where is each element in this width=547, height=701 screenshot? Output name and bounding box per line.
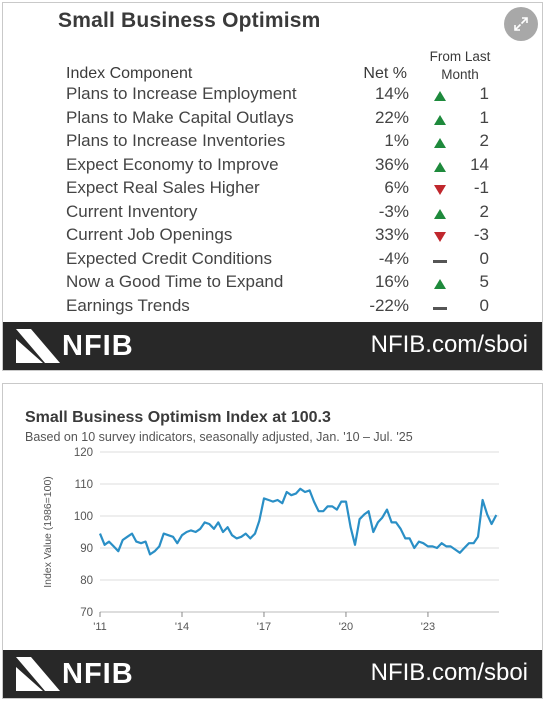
component-name: Expect Economy to Improve bbox=[66, 154, 279, 174]
panel-title: Small Business Optimism bbox=[58, 9, 321, 32]
month-change: 0 bbox=[479, 248, 489, 268]
component-name: Plans to Make Capital Outlays bbox=[66, 107, 294, 127]
footer-url[interactable]: NFIB.com/sboi bbox=[370, 659, 528, 686]
x-tick-label: '17 bbox=[257, 621, 271, 633]
chart-title: Small Business Optimism Index at 100.3 bbox=[25, 409, 331, 426]
month-change: 14 bbox=[470, 154, 489, 174]
index-series-line bbox=[98, 487, 498, 556]
no-change-dash-icon bbox=[433, 306, 447, 310]
month-change: 2 bbox=[479, 201, 489, 221]
x-tick-label: '14 bbox=[175, 621, 189, 633]
component-name: Now a Good Time to Expand bbox=[66, 272, 284, 292]
y-tick-label: 80 bbox=[80, 575, 93, 587]
net-percent: -4% bbox=[378, 248, 409, 268]
net-percent: -3% bbox=[378, 201, 409, 221]
up-arrow-icon bbox=[434, 91, 446, 101]
index-component-header: Index Component bbox=[66, 65, 193, 82]
x-tick-label: '20 bbox=[339, 621, 353, 633]
down-arrow-icon bbox=[434, 185, 446, 196]
y-tick-label: 100 bbox=[74, 511, 93, 523]
x-tick-label: '11 bbox=[93, 621, 107, 633]
component-name: Current Inventory bbox=[66, 201, 198, 221]
month-header: Month bbox=[441, 67, 479, 82]
net-percent: 22% bbox=[374, 107, 409, 127]
footer-bar: NFIB NFIB.com/sboi bbox=[3, 322, 542, 370]
month-change: 5 bbox=[479, 272, 489, 292]
logo-text: NFIB bbox=[62, 329, 134, 362]
table-row: Earnings Trends -22% 0 bbox=[3, 295, 542, 320]
component-name: Plans to Increase Employment bbox=[66, 84, 297, 103]
expand-icon bbox=[514, 17, 528, 31]
expand-button[interactable] bbox=[504, 7, 538, 41]
month-change: 2 bbox=[479, 131, 489, 151]
logo-text: NFIB bbox=[62, 657, 134, 690]
no-change-dash-icon bbox=[433, 259, 447, 263]
y-tick-label: 110 bbox=[75, 479, 93, 491]
component-name: Plans to Increase Inventories bbox=[66, 131, 286, 151]
down-arrow-icon bbox=[434, 232, 446, 243]
component-name: Expect Real Sales Higher bbox=[66, 178, 260, 198]
y-axis-label: Index Value (1986=100) bbox=[42, 476, 54, 588]
footer-url[interactable]: NFIB.com/sboi bbox=[370, 331, 528, 358]
net-percent: 1% bbox=[384, 131, 409, 151]
nfib-logo: NFIB bbox=[16, 657, 134, 691]
component-name: Current Job Openings bbox=[66, 225, 233, 245]
net-percent: 36% bbox=[374, 154, 409, 174]
table-row: Expect Economy to Improve 36% 14 bbox=[3, 154, 542, 179]
month-change: -1 bbox=[473, 178, 489, 198]
from-last-header: From Last bbox=[429, 49, 491, 64]
table-row: Expect Real Sales Higher 6% -1 bbox=[3, 178, 542, 202]
y-tick-label: 90 bbox=[80, 543, 93, 555]
nfib-logo-mark-icon bbox=[16, 329, 60, 363]
chart-subtitle: Based on 10 survey indicators, seasonall… bbox=[25, 430, 413, 444]
nfib-logo: NFIB bbox=[16, 329, 134, 363]
index-components-panel: Small Business Optimism From Last Index … bbox=[2, 2, 543, 371]
table-row: Plans to Increase Inventories 1% 2 bbox=[3, 131, 542, 155]
net-percent: 33% bbox=[374, 225, 409, 245]
y-tick-label: 120 bbox=[74, 447, 93, 459]
month-change: 1 bbox=[479, 84, 489, 103]
component-name: Earnings Trends bbox=[66, 295, 190, 315]
up-arrow-icon bbox=[434, 161, 446, 172]
nfib-logo-mark-icon bbox=[16, 657, 60, 691]
net-percent: 6% bbox=[384, 178, 409, 198]
table-row: Current Inventory -3% 2 bbox=[3, 201, 542, 226]
footer-bar: NFIB NFIB.com/sboi bbox=[3, 650, 542, 698]
y-tick-label: 70 bbox=[80, 607, 93, 619]
table-row: Plans to Increase Employment 14% 1 bbox=[3, 84, 542, 108]
table-row: Now a Good Time to Expand 16% 5 bbox=[3, 272, 542, 296]
up-arrow-icon bbox=[434, 208, 446, 219]
net-percent: 14% bbox=[374, 84, 409, 103]
up-arrow-icon bbox=[434, 114, 446, 125]
net-percent: -22% bbox=[369, 295, 409, 315]
table-row: Expected Credit Conditions -4% 0 bbox=[3, 248, 542, 273]
component-name: Expected Credit Conditions bbox=[66, 248, 273, 268]
x-tick-label: '23 bbox=[421, 621, 435, 633]
up-arrow-icon bbox=[434, 138, 446, 149]
net-percent: 16% bbox=[374, 272, 409, 292]
optimism-index-chart-panel: Small Business Optimism Index at 100.3 B… bbox=[2, 383, 543, 699]
table-row: Current Job Openings 33% -3 bbox=[3, 225, 542, 249]
month-change: 1 bbox=[479, 107, 489, 127]
table-row: Plans to Make Capital Outlays 22% 1 bbox=[3, 107, 542, 132]
month-change: -3 bbox=[473, 225, 489, 245]
up-arrow-icon bbox=[434, 279, 446, 290]
optimism-line-chart: 70 80 90 100 110 120 '11 '14 '17 '20 '23 Index Valu… bbox=[42, 447, 499, 633]
month-change: 0 bbox=[479, 295, 489, 315]
net-percent-header: Net % bbox=[363, 65, 407, 82]
